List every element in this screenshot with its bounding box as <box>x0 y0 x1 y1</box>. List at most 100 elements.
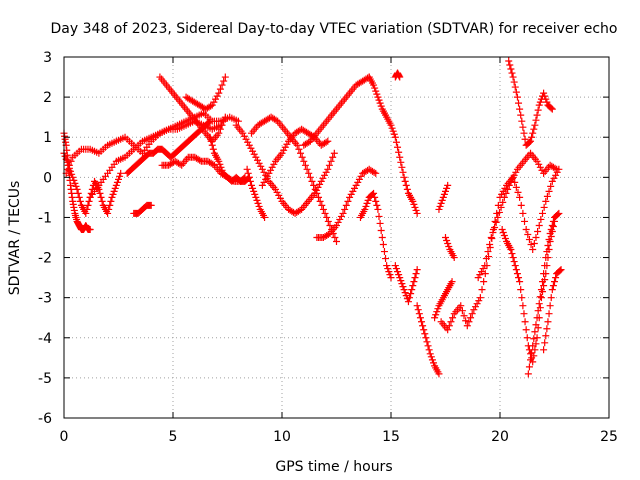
data-point <box>410 200 418 208</box>
data-point <box>247 181 255 189</box>
data-point <box>411 203 419 211</box>
data-point <box>478 286 486 294</box>
data-point <box>362 202 370 210</box>
x-tick-label: 15 <box>382 429 400 445</box>
data-point <box>535 101 543 109</box>
data-point <box>539 278 547 286</box>
data-point <box>243 165 251 173</box>
data-point <box>432 311 440 319</box>
data-point <box>305 169 313 177</box>
data-point <box>321 171 329 179</box>
data-point <box>538 166 546 174</box>
data-point <box>209 160 217 168</box>
data-point <box>532 116 540 124</box>
data-point <box>216 160 224 168</box>
data-point <box>324 165 332 173</box>
data-series <box>313 165 380 241</box>
data-point <box>70 176 78 184</box>
data-point <box>476 294 484 302</box>
data-point <box>510 78 518 86</box>
data-point <box>444 326 452 334</box>
data-point <box>517 111 525 119</box>
data-point <box>113 178 121 186</box>
data-point <box>234 117 242 125</box>
data-point <box>415 310 423 318</box>
data-point <box>540 346 548 354</box>
data-point <box>411 274 419 282</box>
data-point <box>398 280 406 288</box>
data-point <box>322 168 330 176</box>
y-tick-label: -3 <box>38 291 52 307</box>
data-point <box>423 338 431 346</box>
data-point <box>321 209 329 217</box>
data-series <box>474 149 561 282</box>
data-point <box>420 326 428 334</box>
data-point <box>471 303 479 311</box>
data-point <box>534 106 542 114</box>
data-point <box>447 318 455 326</box>
data-point <box>347 190 355 198</box>
data-point <box>355 175 363 183</box>
data-point <box>433 308 441 316</box>
data-point <box>245 141 253 149</box>
data-point <box>413 266 421 274</box>
data-point <box>244 169 252 177</box>
data-point <box>209 145 217 153</box>
data-point <box>397 277 405 285</box>
data-point <box>205 118 213 126</box>
data-point <box>524 370 532 378</box>
data-point <box>545 187 553 195</box>
data-point <box>422 334 430 342</box>
data-series <box>156 73 229 145</box>
data-point <box>83 205 91 213</box>
data-series <box>258 125 332 189</box>
data-point <box>494 213 502 221</box>
data-point <box>491 223 499 231</box>
y-tick-labels: 3 2 1 0 -1 -2 -3 -4 -5 -6 <box>38 50 52 427</box>
data-point <box>221 73 229 81</box>
data-point <box>389 127 397 135</box>
data-point <box>530 125 538 133</box>
data-point <box>350 184 358 192</box>
data-point <box>519 209 527 217</box>
x-axis-label: GPS time / hours <box>275 459 392 475</box>
data-point <box>260 178 268 186</box>
data-point <box>344 197 352 205</box>
data-point <box>313 189 321 197</box>
data-point <box>508 250 516 258</box>
data-point <box>541 92 549 100</box>
data-point <box>387 121 395 129</box>
data-series <box>498 217 558 366</box>
data-point <box>553 165 561 173</box>
data-point <box>502 189 510 197</box>
data-point <box>206 133 214 141</box>
data-point <box>539 209 547 217</box>
data-point <box>396 73 404 81</box>
data-point <box>548 177 556 185</box>
data-point <box>261 213 269 221</box>
data-point <box>115 175 122 183</box>
data-point <box>537 286 545 294</box>
data-point <box>409 197 417 205</box>
data-point <box>481 270 489 278</box>
y-tick-label: -2 <box>38 251 52 267</box>
data-point <box>414 306 422 314</box>
data-point <box>544 242 552 250</box>
data-point <box>537 294 545 302</box>
data-point <box>517 201 525 209</box>
data-point <box>535 160 543 168</box>
x-tick-labels: 0 5 10 15 20 25 <box>60 429 618 445</box>
data-point <box>213 92 221 100</box>
data-point <box>445 243 453 251</box>
data-point <box>208 101 216 109</box>
data-point <box>106 201 114 209</box>
data-point <box>363 199 371 207</box>
data-point <box>540 270 548 278</box>
data-point <box>509 73 517 81</box>
data-point <box>108 193 116 201</box>
data-point <box>468 310 476 318</box>
data-point <box>354 178 362 186</box>
data-point <box>322 138 330 146</box>
data-point <box>69 173 77 181</box>
data-point <box>249 184 257 192</box>
